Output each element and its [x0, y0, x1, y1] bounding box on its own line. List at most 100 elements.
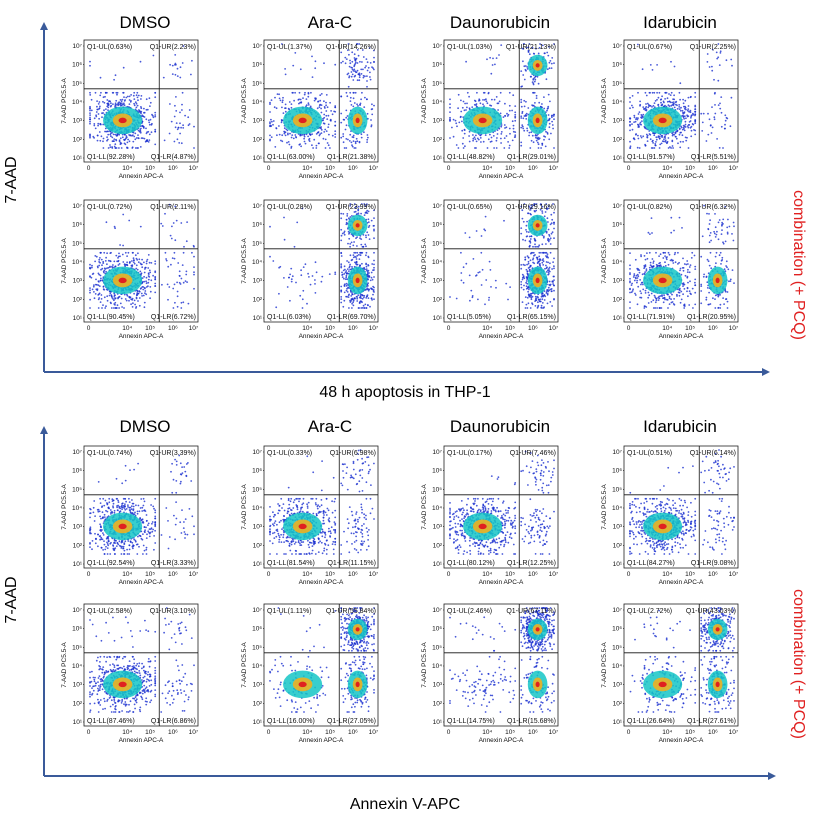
event-LR-b1-r1-arac: [352, 105, 355, 108]
event-LL-b1-r1-ida: [690, 116, 692, 119]
event-UR-b1-r2-arac: [370, 219, 373, 222]
event-LL-b1-r1-arac: [319, 99, 322, 102]
event-LL-b1-r1-dmso: [125, 96, 128, 99]
event-UR-b1-r1-arac: [361, 61, 363, 63]
event-LR-b1-r2-dauno: [553, 298, 555, 300]
event-LL-b1-r1-arac: [278, 125, 280, 127]
event-UR-b1-r1-arac: [347, 43, 350, 45]
event-LR-b1-r1-arac: [343, 147, 346, 149]
event-LL-b1-r1-dmso: [113, 145, 116, 148]
event-LL-b1-r2-dmso: [91, 266, 93, 269]
event-LL-b1-r2-dmso: [115, 307, 118, 309]
event-LL-b1-r1-arac: [320, 129, 323, 131]
event-LR-b1-r2-dmso: [173, 251, 176, 254]
event-LL-b1-r1-arac: [334, 136, 337, 138]
event-UR-b1-r1-ida: [716, 57, 719, 60]
event-LL-b1-r2-dmso: [106, 295, 109, 298]
event-UR-b1-r2-dauno: [545, 243, 547, 245]
event-LR-b1-r2-dauno: [536, 257, 539, 260]
event-LL-b1-r2-ida: [677, 263, 679, 265]
event-LR-b1-r2-dauno: [547, 289, 549, 291]
event-LL-b1-r1-dmso: [99, 139, 102, 142]
event-LR-b1-r2-dauno: [548, 270, 551, 273]
event-LR-b1-r1-arac: [363, 131, 365, 134]
event-LL-b1-r1-ida: [638, 111, 641, 113]
event-LR-b1-r2-dauno: [525, 303, 528, 306]
event-LL-b1-r2-dmso: [131, 297, 134, 300]
event-LL-b1-r2-ida: [640, 254, 642, 256]
event-LL-b1-r2-dmso: [139, 270, 142, 273]
event-LL-b1-r1-ida: [680, 131, 682, 134]
event-LL-b1-r1-dmso: [95, 115, 98, 118]
event-LL-b1-r1-dmso: [150, 131, 153, 134]
event-LL-b1-r1-ida: [683, 111, 686, 113]
event-LL-b1-r1-dmso: [96, 134, 99, 137]
event-LL-b1-r2-ida: [664, 251, 667, 254]
event-LL-b1-r1-ida: [633, 114, 636, 117]
event-LR-b1-r2-dauno: [540, 251, 542, 254]
event-LL-b1-r2-ida: [668, 303, 671, 305]
event-LL-b1-r2-ida: [667, 251, 670, 254]
event-LL-b1-r2-dmso: [136, 268, 139, 271]
event-LL-b1-r1-dauno: [468, 135, 470, 137]
event-LR-b1-r1-dmso: [188, 109, 191, 111]
event-LL-b1-r2-ida: [636, 281, 638, 284]
event-LR-b1-r2-arac: [358, 307, 360, 309]
event-LL-b1-r2-ida: [663, 294, 665, 297]
event-LL-b1-r1-arac: [307, 135, 309, 138]
event-LL-b1-r2-dmso: [113, 299, 115, 302]
event-LR-b1-r1-dauno: [547, 93, 550, 96]
event-LL-b1-r2-ida: [629, 307, 631, 309]
event-LL-b1-r1-ida: [639, 103, 642, 106]
event-LL-b1-r1-arac: [308, 139, 310, 141]
event-UR-b1-r1-ida: [717, 79, 720, 82]
event-LR-b1-r1-dauno: [541, 142, 544, 145]
event-LR-b1-r1-dauno: [525, 100, 527, 103]
event-LL-b1-r1-arac: [320, 132, 323, 135]
x-tick-b1-r2-dauno: 10⁵: [505, 325, 515, 332]
event-LR-b1-r2-dauno: [522, 288, 525, 291]
event-LR-b1-r2-dmso: [193, 273, 195, 276]
event-LL-b1-r1-ida: [636, 146, 639, 149]
event-LL-b1-r2-dmso: [144, 287, 146, 290]
event-LR-b1-r1-arac: [371, 103, 373, 106]
event-LL-b1-r1-arac: [324, 107, 326, 109]
event-UR-b1-r1-arac: [360, 73, 363, 75]
event-LL-b1-r1-dauno: [475, 140, 478, 143]
event-LL-b1-r1-arac: [316, 131, 319, 134]
event-LL-b1-r2-dmso: [140, 292, 143, 295]
event-LL-b1-r2-dmso: [147, 254, 150, 256]
event-LL-b1-r2-ida: [652, 262, 655, 264]
event-UR-b1-r2-dauno: [522, 238, 524, 241]
event-LL-b1-r2-dmso: [114, 297, 117, 299]
event-UR-b1-r2-arac: [373, 237, 375, 240]
event-LL-b1-r1-dmso: [98, 131, 101, 133]
event-LL-b1-r2-dmso: [89, 298, 91, 301]
event-LR-b1-r1-arac: [343, 118, 346, 121]
event-LL-b1-r1-arac: [323, 131, 326, 133]
event-UR-b1-r1-arac: [362, 68, 364, 71]
event-LR-b1-r2-arac: [372, 293, 374, 296]
event-UR-b1-r2-arac: [345, 221, 348, 224]
event-LR-b1-r2-arac: [359, 264, 361, 267]
event-LL-b1-r1-arac: [329, 147, 331, 149]
event-LL-b1-r1-arac: [278, 97, 281, 100]
event-LL-b1-r2-ida: [678, 294, 681, 297]
quadrant-label-LR-b1-r2-arac: Q1-LR(69.70%): [327, 314, 376, 321]
event-LR-b1-r1-arac: [342, 133, 345, 135]
quadrant-label-LR-b1-r2-dauno: Q1-LR(65.15%): [507, 314, 556, 321]
event-LR-b1-r1-arac: [366, 141, 368, 144]
event-UL-b1-r1-arac: [314, 60, 317, 63]
event-LL-b1-r1-dmso: [140, 127, 142, 130]
event-LL-b1-r1-dauno: [489, 133, 491, 136]
event-LL-b1-r1-arac: [299, 98, 302, 101]
event-LL-b1-r1-ida: [687, 126, 690, 129]
event-LL-b1-r1-dauno: [449, 98, 451, 101]
event-UR-b1-r1-dmso: [174, 73, 177, 76]
event-UR-b1-r1-arac: [356, 49, 359, 51]
y-tick-b1-r1-dauno: 10⁴: [432, 99, 442, 106]
quadrant-label-LR-b1-r1-ida: Q1-LR(5.51%): [691, 154, 736, 161]
event-UR-b1-r2-arac: [340, 217, 343, 220]
event-UR-b1-r2-dmso: [174, 239, 177, 242]
event-LR-b1-r2-dauno: [529, 264, 532, 267]
